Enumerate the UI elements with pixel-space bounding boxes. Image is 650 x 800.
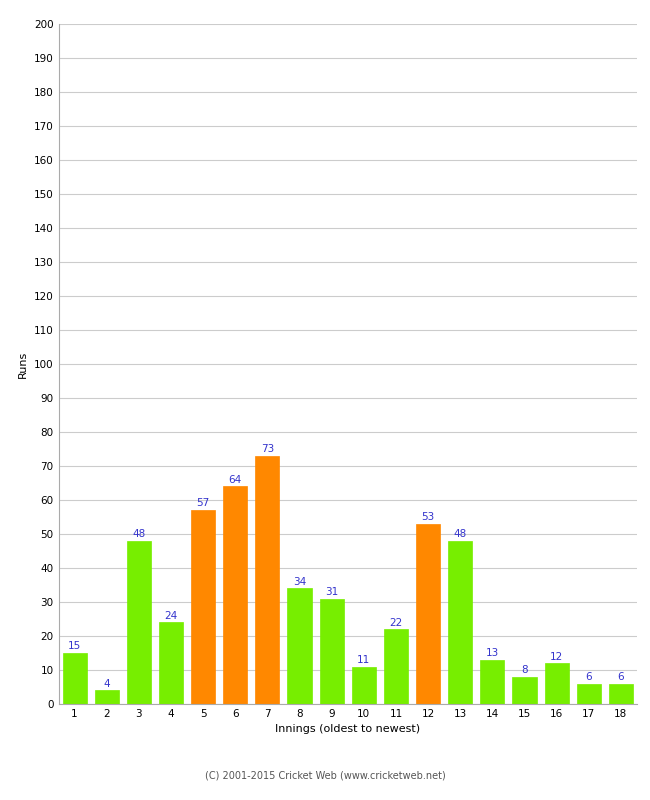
Bar <box>384 629 408 704</box>
Text: 48: 48 <box>454 529 467 539</box>
Bar <box>320 598 344 704</box>
Bar <box>287 589 311 704</box>
Text: 64: 64 <box>229 474 242 485</box>
Text: 53: 53 <box>421 512 435 522</box>
Bar <box>95 690 119 704</box>
Bar <box>191 510 215 704</box>
Text: 48: 48 <box>132 529 146 539</box>
Text: 73: 73 <box>261 444 274 454</box>
Text: 6: 6 <box>586 672 592 682</box>
Bar <box>223 486 247 704</box>
Text: 12: 12 <box>550 651 564 662</box>
Bar <box>448 541 473 704</box>
Text: 13: 13 <box>486 648 499 658</box>
Text: 31: 31 <box>325 587 338 597</box>
X-axis label: Innings (oldest to newest): Innings (oldest to newest) <box>275 725 421 734</box>
Text: 6: 6 <box>618 672 624 682</box>
Text: 24: 24 <box>164 610 177 621</box>
Bar <box>255 456 280 704</box>
Bar <box>159 622 183 704</box>
Bar <box>62 653 86 704</box>
Text: 22: 22 <box>389 618 402 627</box>
Bar <box>577 683 601 704</box>
Text: 34: 34 <box>293 577 306 586</box>
Bar <box>480 660 504 704</box>
Bar <box>127 541 151 704</box>
Text: 8: 8 <box>521 665 528 675</box>
Y-axis label: Runs: Runs <box>18 350 29 378</box>
Text: 15: 15 <box>68 642 81 651</box>
Bar <box>545 663 569 704</box>
Bar <box>609 683 633 704</box>
Bar <box>416 524 440 704</box>
Bar <box>512 677 536 704</box>
Text: (C) 2001-2015 Cricket Web (www.cricketweb.net): (C) 2001-2015 Cricket Web (www.cricketwe… <box>205 770 445 780</box>
Text: 57: 57 <box>196 498 210 509</box>
Bar <box>352 666 376 704</box>
Text: 11: 11 <box>358 655 370 665</box>
Text: 4: 4 <box>103 678 110 689</box>
